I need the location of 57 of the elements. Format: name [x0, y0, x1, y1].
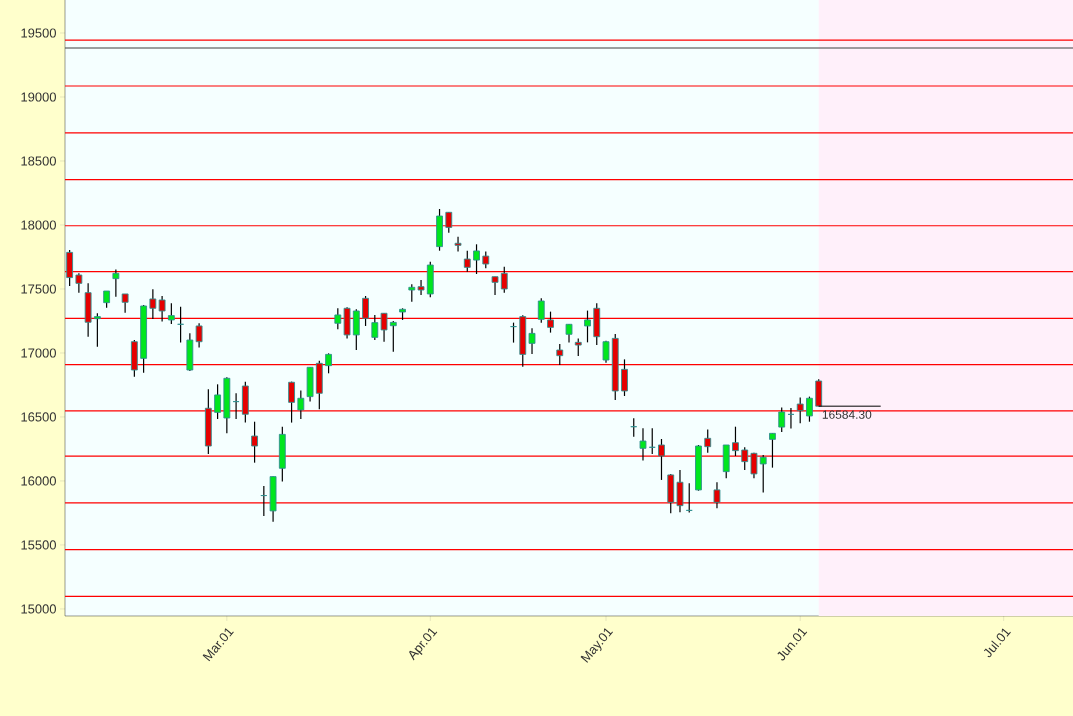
- candlestick: [473, 243, 480, 275]
- candlestick: [214, 383, 221, 420]
- candlestick: [75, 272, 83, 294]
- y-tick-label: 19500: [21, 28, 56, 38]
- candlestick: [676, 469, 684, 513]
- candlestick: [713, 481, 721, 509]
- candlestick: [149, 288, 157, 320]
- candlestick: [500, 266, 508, 294]
- candlestick: [93, 312, 101, 348]
- candlestick: [556, 343, 564, 366]
- candlestick: [565, 323, 573, 344]
- y-tick-label: 17500: [21, 284, 56, 294]
- candlestick: [334, 307, 342, 330]
- candlestick: [389, 320, 397, 353]
- candlestick: [704, 428, 712, 454]
- candlestick: [195, 322, 203, 349]
- candlestick: [658, 438, 665, 481]
- candlestick: [251, 421, 258, 464]
- candlestick: [759, 454, 767, 494]
- candlestick: [769, 432, 776, 469]
- candlestick: [380, 312, 388, 343]
- candlestick: [732, 426, 739, 457]
- candlestick: [796, 396, 804, 424]
- candlestick: [352, 308, 360, 351]
- candlestick: [463, 250, 471, 273]
- y-tick-label: 18000: [21, 220, 56, 230]
- candlestick: [547, 311, 554, 334]
- y-tick-label: 15000: [21, 604, 56, 614]
- candlestick: [288, 381, 295, 424]
- y-tick-label: 17000: [21, 348, 56, 358]
- y-tick-label: 19000: [21, 92, 56, 102]
- candlestick: [362, 295, 369, 327]
- candlestick: [528, 327, 536, 355]
- candlestick: [371, 314, 379, 341]
- candlestick: [491, 276, 499, 296]
- candlestick: [121, 293, 129, 314]
- candlestick: [778, 407, 786, 433]
- y-tick-label: 16500: [21, 412, 56, 422]
- candlestick: [325, 352, 332, 374]
- y-tick-label: 16000: [21, 476, 56, 486]
- y-tick-label: 15500: [21, 540, 56, 550]
- y-tick-label: 18500: [21, 156, 56, 166]
- candlestick: [741, 446, 749, 471]
- candlestick: [584, 310, 591, 343]
- candlestick: [158, 295, 166, 323]
- candlestick: [639, 427, 647, 462]
- annotation: 16584.30: [822, 410, 872, 419]
- candlestick: [167, 302, 175, 325]
- candlestick: [454, 236, 462, 253]
- candlestick: [537, 297, 545, 324]
- candlestick: [445, 211, 453, 234]
- candlestick: [750, 452, 758, 479]
- candlestick: [417, 279, 425, 296]
- candlestick: [112, 268, 120, 298]
- candlestick: [806, 396, 813, 423]
- candlestick: [621, 358, 628, 397]
- candlestick: [297, 390, 305, 420]
